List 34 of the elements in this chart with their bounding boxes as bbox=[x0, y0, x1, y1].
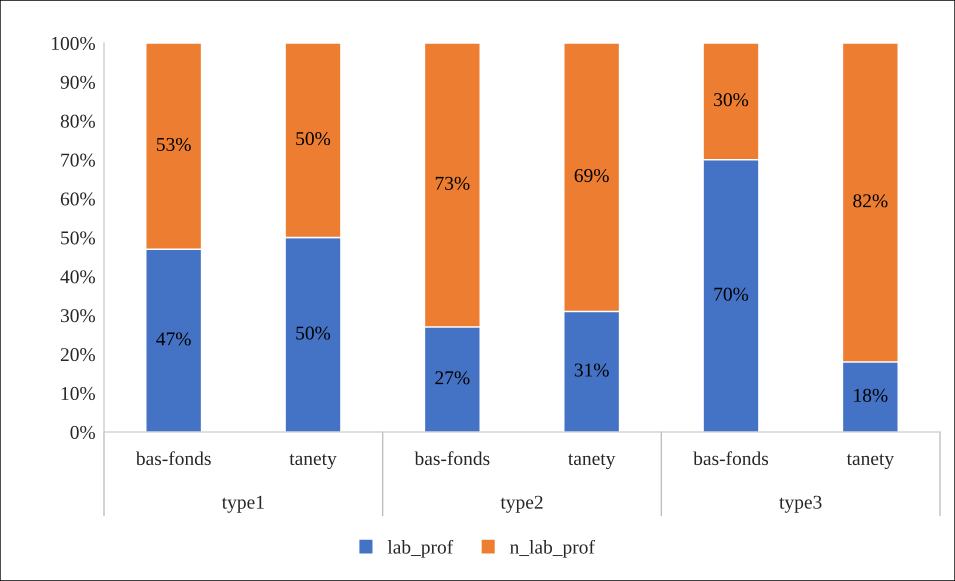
y-tick-label: 0% bbox=[70, 426, 96, 439]
legend-label: lab_prof bbox=[388, 540, 454, 558]
x-tick-label: tanety bbox=[568, 454, 616, 470]
x-tick-label: tanety bbox=[846, 454, 894, 470]
text: type3 bbox=[779, 496, 822, 513]
text: type2 bbox=[500, 496, 543, 513]
y-tick-label: 70% bbox=[61, 154, 96, 167]
y-tick-label: 20% bbox=[60, 348, 96, 362]
data-label: 31% bbox=[574, 363, 609, 377]
data-label: 18% bbox=[854, 388, 888, 402]
data-label: 27% bbox=[435, 371, 470, 384]
y-tick-label: 40% bbox=[60, 270, 96, 284]
y-tick-label: 30% bbox=[60, 309, 96, 322]
y-tick-label: 60% bbox=[60, 192, 96, 206]
data-label: 73% bbox=[436, 176, 470, 190]
x-tick-label: bas-fonds bbox=[414, 451, 490, 466]
text: type1 bbox=[222, 496, 264, 513]
data-label: 70% bbox=[714, 288, 748, 301]
y-tick-label: 90% bbox=[60, 76, 96, 89]
x-tick-label: tanety bbox=[289, 454, 337, 470]
data-label: 30% bbox=[714, 93, 748, 106]
y-tick-label: 10% bbox=[62, 386, 96, 400]
y-tick-label: 50% bbox=[61, 231, 96, 244]
data-label: 50% bbox=[296, 326, 330, 340]
data-label: 47% bbox=[156, 332, 191, 346]
data-label: 53% bbox=[156, 138, 191, 152]
x-tick-label: bas-fonds bbox=[693, 451, 768, 466]
y-tick-label: 100% bbox=[52, 36, 96, 50]
y-tick-label: 80% bbox=[60, 114, 96, 128]
data-label: 50% bbox=[296, 132, 330, 146]
data-label: 69% bbox=[574, 168, 609, 182]
data-label: 82% bbox=[853, 194, 888, 208]
legend-label: n_lab_prof bbox=[510, 540, 595, 558]
x-tick-label: bas-fonds bbox=[136, 451, 211, 466]
